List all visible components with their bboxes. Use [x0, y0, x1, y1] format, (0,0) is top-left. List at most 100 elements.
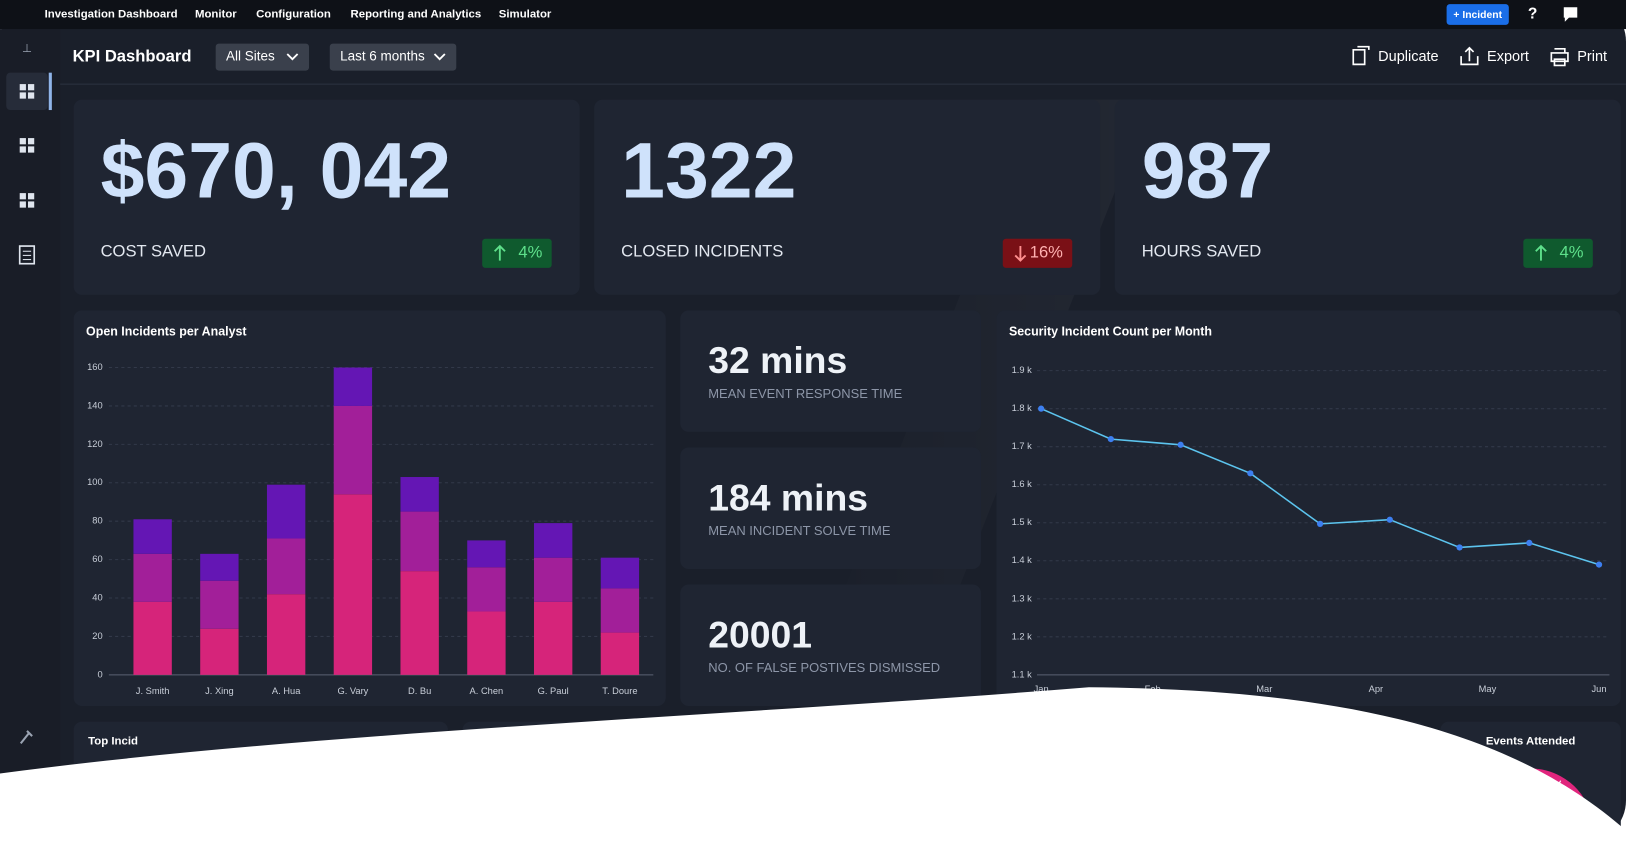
stat-value: 32 mins [708, 339, 847, 381]
chart-card [996, 310, 1621, 706]
x-tick-label: Apr [1369, 684, 1384, 694]
nav-item[interactable]: Monitor [195, 9, 237, 21]
bar-segment [133, 601, 172, 675]
pin-icon[interactable]: ⊥ [22, 43, 32, 55]
sidebar-icons: ⊥ [18, 43, 36, 745]
nav-item[interactable]: Simulator [499, 9, 552, 21]
y-tick-label: 160 [87, 362, 103, 372]
bar-segment [600, 557, 640, 589]
bar-segment [266, 484, 306, 539]
x-tick-label: Jan [1034, 684, 1049, 694]
stat-value: 184 mins [708, 476, 868, 518]
bar-segment [333, 494, 373, 675]
bar-segment [400, 571, 439, 675]
wave-overlay [0, 687, 1626, 842]
kpi-change: 4% [1560, 243, 1584, 262]
y-tick-label: 120 [87, 439, 103, 449]
line-point [1107, 435, 1114, 443]
action-button[interactable]: Duplicate [1378, 49, 1438, 65]
nav-icon[interactable] [19, 138, 35, 153]
chart-title: Open Incidents per Analyst [86, 325, 246, 339]
x-tick-label: J. Xing [205, 686, 234, 696]
bar-segment [266, 594, 306, 675]
help-button[interactable]: ? [1528, 6, 1537, 23]
action-button[interactable]: Export [1487, 49, 1529, 65]
y-tick-label: 40 [92, 592, 102, 602]
nav-item[interactable]: Reporting and Analytics [351, 9, 482, 21]
bar-segment [600, 588, 640, 633]
line-point [1386, 516, 1393, 523]
action-icon[interactable] [1352, 45, 1370, 66]
dropdown-caret [433, 53, 446, 61]
line-point [1038, 405, 1045, 412]
bar-segment [467, 611, 506, 675]
y-tick-label: 1.1 k [1012, 669, 1033, 679]
bar-segment [266, 538, 306, 595]
bar-segment [200, 553, 239, 581]
line-point [1595, 561, 1603, 568]
y-tick-label: 1.5 k [1012, 517, 1033, 527]
stat-label: MEAN INCIDENT SOLVE TIME [708, 523, 891, 538]
x-tick-label: A. Chen [470, 686, 504, 696]
y-tick-label: 1.9 k [1012, 365, 1033, 375]
action-icon[interactable] [1550, 47, 1569, 67]
kpi-card [1114, 99, 1621, 295]
nav-icon[interactable] [19, 193, 35, 208]
incident-button-label[interactable]: + Incident [1453, 10, 1502, 21]
action-icon[interactable] [1460, 46, 1479, 66]
filter-dropdown[interactable] [215, 43, 310, 71]
bar-segment [533, 601, 573, 675]
nav-icon[interactable] [19, 84, 35, 99]
stat-label: NO. OF FALSE POSTIVES DISMISSED [708, 660, 940, 675]
y-tick-label: 1.8 k [1012, 403, 1033, 413]
x-tick-label: D. Bu [408, 686, 431, 696]
x-tick-label: J. Smith [136, 686, 170, 696]
trend-arrow [493, 244, 506, 261]
sidebar [0, 29, 61, 842]
dropdown-caret [286, 53, 299, 61]
line-point [1456, 544, 1463, 551]
x-tick-label: Jun [1592, 684, 1607, 694]
report-icon[interactable] [18, 245, 36, 265]
y-tick-label: 20 [92, 631, 102, 641]
kpi-label: CLOSED INCIDENTS [621, 242, 783, 261]
kpi-value: 987 [1142, 126, 1273, 214]
nav-item[interactable]: Configuration [256, 9, 331, 21]
stat-value: 20001 [708, 613, 812, 655]
bar-segment [467, 567, 506, 612]
y-tick-label: 0 [97, 669, 102, 679]
incident-button[interactable] [1446, 4, 1509, 25]
nav-item[interactable]: Investigation Dashboard [45, 9, 178, 21]
kpi-change: 4% [518, 243, 542, 262]
bar-segment [467, 540, 506, 568]
x-tick-label: May [1479, 684, 1497, 694]
x-tick-label: T. Doure [602, 686, 637, 696]
filter-label[interactable]: Last 6 months [340, 49, 425, 64]
page-title: KPI Dashboard [73, 46, 192, 65]
kpi-card [73, 99, 580, 295]
bar-segment [400, 477, 439, 512]
y-tick-label: 1.4 k [1012, 555, 1033, 565]
x-tick-label: G. Paul [538, 686, 569, 696]
settings-icon[interactable] [19, 730, 33, 745]
chat-icon[interactable] [1563, 7, 1578, 22]
bar-segment [600, 632, 640, 675]
kpi-label: COST SAVED [101, 242, 206, 261]
filter-dropdown[interactable] [329, 43, 457, 71]
bar-segment [400, 511, 439, 572]
y-tick-label: 1.6 k [1012, 479, 1033, 489]
filter-label[interactable]: All Sites [226, 49, 275, 64]
bar-segment [333, 405, 373, 495]
top-bar [0, 0, 1626, 30]
sidebar-active-bg [6, 72, 48, 111]
bar-segment [200, 628, 239, 675]
sidebar-active-indicator [48, 72, 52, 111]
y-tick-label: 140 [87, 400, 103, 410]
line-point [1247, 470, 1254, 477]
action-button[interactable]: Print [1577, 49, 1607, 65]
kpi-card [594, 99, 1101, 295]
bar-segment [133, 553, 172, 602]
bar-segment [333, 367, 373, 406]
gauge-title: Events Attended [1486, 735, 1576, 747]
